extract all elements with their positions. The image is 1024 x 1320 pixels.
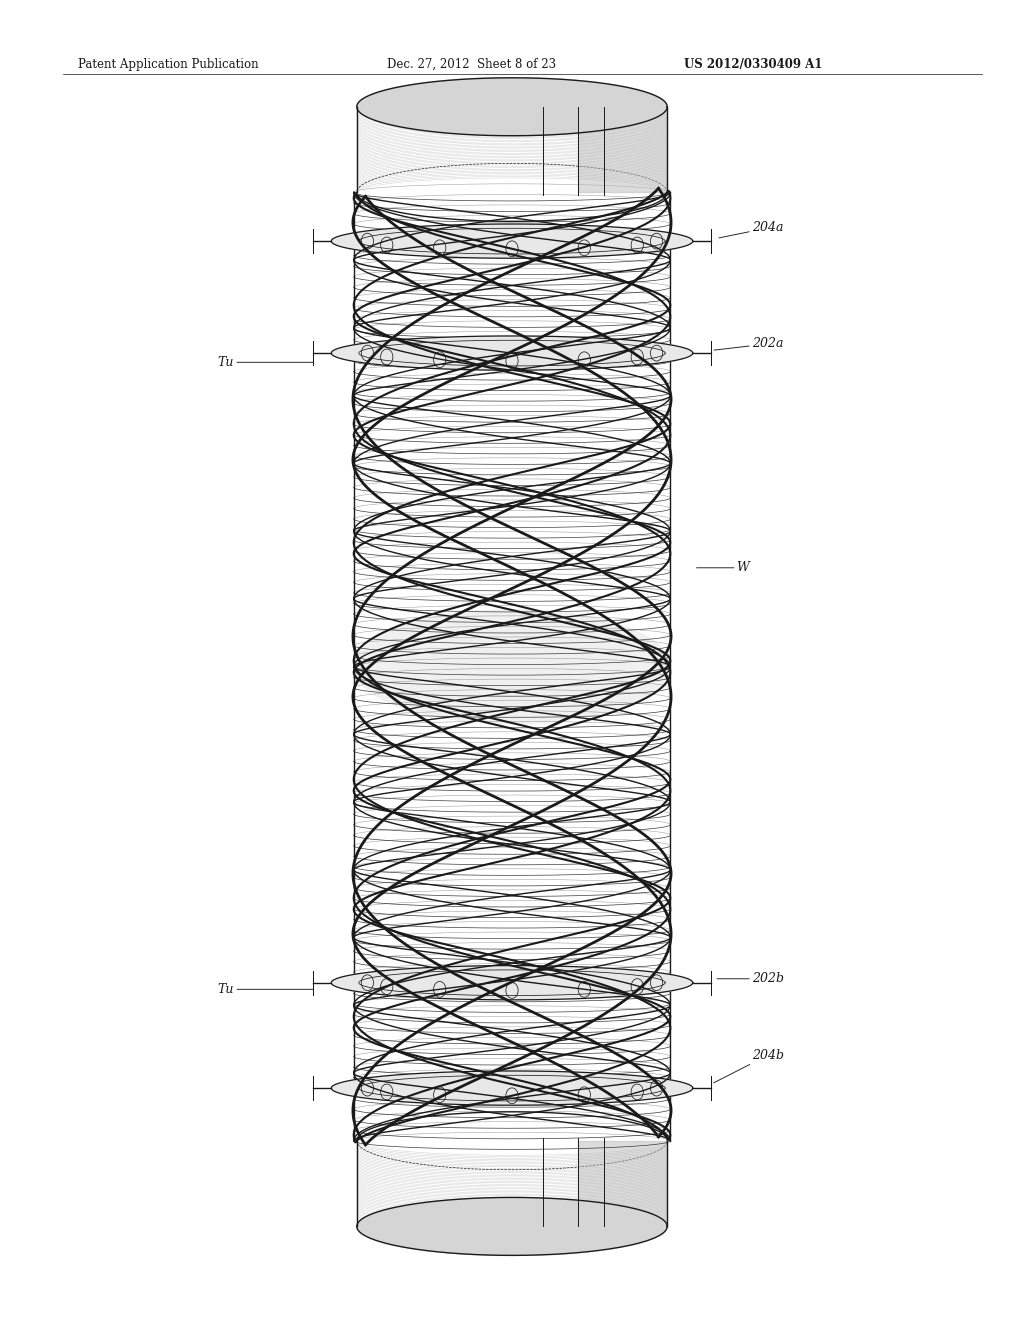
Polygon shape [331,966,693,999]
Text: US 2012/0330409 A1: US 2012/0330409 A1 [684,58,822,71]
Polygon shape [331,224,693,259]
Text: Tu: Tu [218,356,313,368]
Text: 202b: 202b [717,973,784,985]
Polygon shape [331,1071,693,1105]
Text: 202a: 202a [714,338,783,350]
Polygon shape [331,337,693,370]
Text: 204a: 204a [719,222,783,238]
Text: Patent Application Publication: Patent Application Publication [78,58,259,71]
Text: FIG. 4C: FIG. 4C [473,1220,551,1238]
Text: Dec. 27, 2012  Sheet 8 of 23: Dec. 27, 2012 Sheet 8 of 23 [387,58,556,71]
Text: 204b: 204b [714,1048,784,1082]
Polygon shape [356,78,668,136]
Text: Tu: Tu [218,983,313,995]
Polygon shape [353,610,671,723]
Text: W: W [696,561,750,574]
Polygon shape [356,1197,668,1255]
